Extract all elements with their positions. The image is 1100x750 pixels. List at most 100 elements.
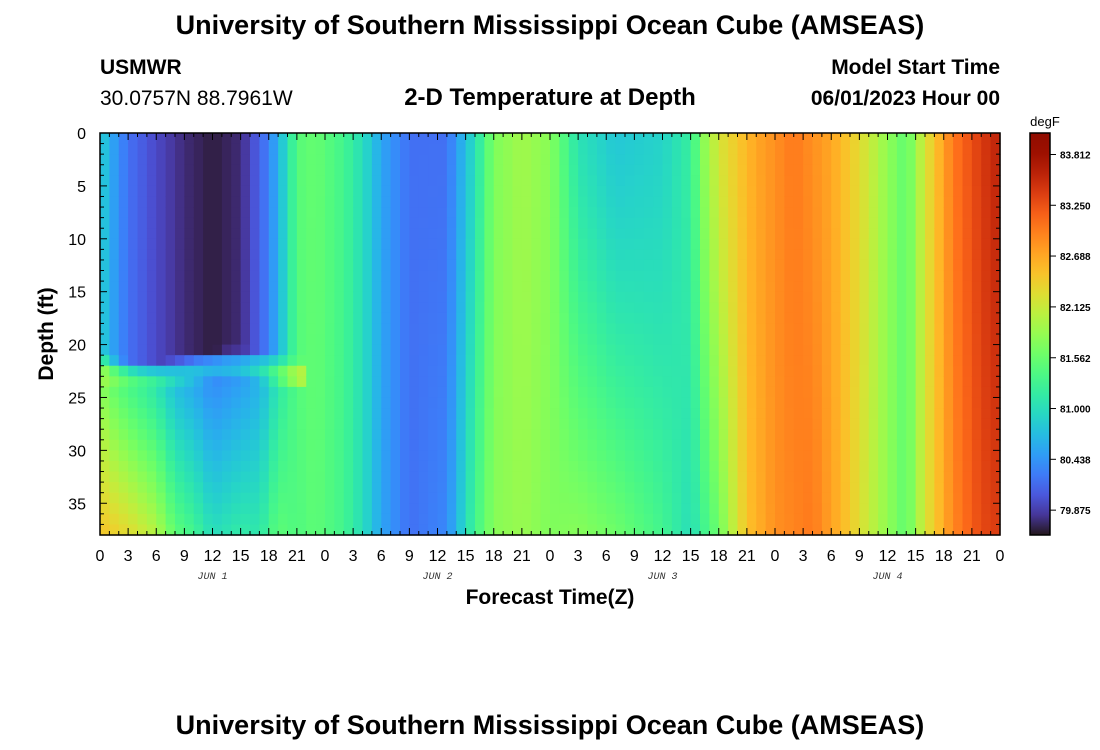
heatmap-cell bbox=[231, 344, 242, 356]
heatmap-cell bbox=[100, 482, 110, 494]
heatmap-cell bbox=[325, 228, 335, 240]
heatmap-cell bbox=[765, 312, 776, 325]
heatmap-cell bbox=[990, 418, 1001, 430]
heatmap-cell bbox=[550, 418, 560, 430]
heatmap-cell bbox=[240, 238, 251, 250]
heatmap-cell bbox=[512, 355, 523, 367]
heatmap-cell bbox=[578, 471, 589, 483]
heatmap-cell bbox=[100, 259, 110, 272]
heatmap-cell bbox=[437, 408, 448, 420]
heatmap-cell bbox=[521, 365, 532, 377]
heatmap-cell bbox=[203, 524, 214, 536]
heatmap-cell bbox=[400, 334, 410, 346]
heatmap-cell bbox=[831, 154, 842, 166]
heatmap-cell bbox=[315, 503, 326, 515]
heatmap-cell bbox=[606, 323, 617, 335]
heatmap-cell bbox=[700, 217, 710, 229]
heatmap-cell bbox=[681, 524, 692, 536]
heatmap-cell bbox=[559, 439, 570, 451]
heatmap-cell bbox=[793, 291, 804, 303]
heatmap-cell bbox=[915, 196, 926, 208]
heatmap-cell bbox=[990, 323, 1001, 335]
heatmap-cell bbox=[784, 291, 795, 303]
heatmap-cell bbox=[559, 482, 570, 494]
heatmap-cell bbox=[681, 397, 692, 409]
heatmap-cell bbox=[193, 450, 204, 462]
heatmap-cell bbox=[465, 344, 476, 356]
heatmap-cell bbox=[334, 217, 345, 229]
heatmap-cell bbox=[540, 503, 551, 515]
heatmap-cell bbox=[925, 175, 935, 187]
heatmap-cell bbox=[671, 259, 682, 272]
heatmap-cell bbox=[259, 270, 270, 282]
heatmap-cell bbox=[231, 365, 242, 377]
heatmap-cell bbox=[362, 238, 373, 250]
heatmap-cell bbox=[578, 334, 589, 346]
heatmap-cell bbox=[568, 397, 579, 409]
heatmap-cell bbox=[765, 207, 776, 219]
heatmap-cell bbox=[784, 259, 795, 272]
heatmap-cell bbox=[250, 482, 260, 494]
heatmap-cell bbox=[550, 376, 560, 388]
heatmap-cell bbox=[212, 482, 223, 494]
heatmap-cell bbox=[765, 323, 776, 335]
heatmap-cell bbox=[512, 185, 523, 198]
heatmap-cell bbox=[212, 154, 223, 166]
heatmap-cell bbox=[671, 482, 682, 494]
heatmap-cell bbox=[296, 133, 307, 145]
heatmap-cell bbox=[906, 513, 917, 526]
heatmap-cell bbox=[287, 249, 298, 261]
heatmap-cell bbox=[643, 513, 654, 526]
heatmap-cell bbox=[971, 355, 982, 367]
heatmap-cell bbox=[437, 334, 448, 346]
heatmap-cell bbox=[109, 238, 120, 250]
heatmap-cell bbox=[409, 217, 420, 229]
heatmap-cell bbox=[212, 143, 223, 155]
heatmap-cell bbox=[484, 270, 495, 282]
heatmap-cell bbox=[418, 259, 429, 272]
heatmap-cell bbox=[887, 196, 898, 208]
heatmap-cell bbox=[428, 281, 439, 293]
heatmap-cell bbox=[934, 323, 945, 335]
heatmap-cell bbox=[728, 323, 739, 335]
heatmap-cell bbox=[540, 386, 551, 399]
heatmap-cell bbox=[521, 323, 532, 335]
heatmap-cell bbox=[193, 217, 204, 229]
heatmap-cell bbox=[268, 471, 279, 483]
heatmap-cell bbox=[718, 513, 729, 526]
heatmap-cell bbox=[390, 228, 401, 240]
heatmap-cell bbox=[756, 513, 767, 526]
heatmap-cell bbox=[943, 196, 954, 208]
heatmap-cell bbox=[906, 492, 917, 504]
heatmap-cell bbox=[568, 259, 579, 272]
heatmap-cell bbox=[643, 376, 654, 388]
heatmap-cell bbox=[709, 281, 720, 293]
heatmap-cell bbox=[737, 471, 748, 483]
heatmap-cell bbox=[531, 164, 542, 176]
heatmap-cell bbox=[221, 376, 232, 388]
heatmap-cell bbox=[306, 460, 317, 473]
heatmap-cell bbox=[971, 524, 982, 536]
heatmap-cell bbox=[268, 281, 279, 293]
heatmap-cell bbox=[756, 450, 767, 462]
heatmap-cell bbox=[118, 482, 129, 494]
heatmap-cell bbox=[756, 492, 767, 504]
heatmap-cell bbox=[296, 513, 307, 526]
heatmap-cell bbox=[287, 482, 298, 494]
heatmap-cell bbox=[118, 344, 129, 356]
heatmap-cell bbox=[953, 217, 964, 229]
heatmap-cell bbox=[840, 376, 851, 388]
heatmap-cell bbox=[850, 524, 860, 536]
heatmap-cell bbox=[662, 291, 673, 303]
heatmap-cell bbox=[568, 217, 579, 229]
heatmap-cell bbox=[353, 386, 364, 399]
heatmap-cell bbox=[887, 365, 898, 377]
heatmap-cell bbox=[765, 418, 776, 430]
heatmap-cell bbox=[775, 355, 785, 367]
heatmap-cell bbox=[709, 429, 720, 441]
heatmap-cell bbox=[296, 228, 307, 240]
heatmap-cell bbox=[775, 175, 785, 187]
heatmap-cell bbox=[418, 207, 429, 219]
heatmap-cell bbox=[953, 376, 964, 388]
heatmap-cell bbox=[250, 207, 260, 219]
